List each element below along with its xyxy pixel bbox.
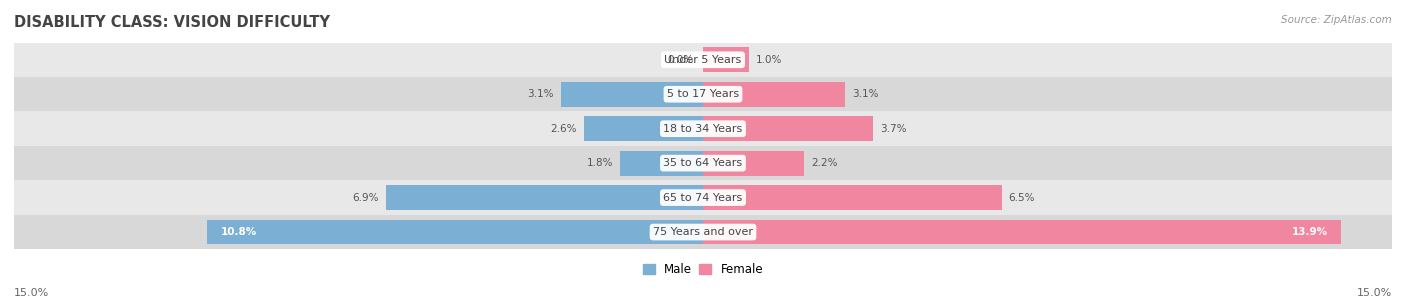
- Bar: [703, 82, 845, 107]
- Bar: [620, 151, 703, 175]
- Text: Under 5 Years: Under 5 Years: [665, 55, 741, 65]
- Bar: [387, 185, 703, 210]
- Text: 10.8%: 10.8%: [221, 227, 257, 237]
- Bar: [583, 116, 703, 141]
- Bar: [14, 77, 1392, 112]
- Legend: Male, Female: Male, Female: [638, 258, 768, 281]
- Bar: [703, 185, 1001, 210]
- Text: 3.7%: 3.7%: [880, 124, 907, 134]
- Text: 3.1%: 3.1%: [527, 89, 554, 99]
- Text: 15.0%: 15.0%: [1357, 288, 1392, 298]
- Text: 2.2%: 2.2%: [811, 158, 838, 168]
- Bar: [561, 82, 703, 107]
- Text: 6.9%: 6.9%: [353, 193, 380, 202]
- Text: 75 Years and over: 75 Years and over: [652, 227, 754, 237]
- Bar: [703, 220, 1341, 244]
- Text: 1.8%: 1.8%: [586, 158, 613, 168]
- Text: 6.5%: 6.5%: [1008, 193, 1035, 202]
- Text: 13.9%: 13.9%: [1292, 227, 1327, 237]
- Bar: [703, 116, 873, 141]
- Bar: [207, 220, 703, 244]
- Text: 2.6%: 2.6%: [550, 124, 576, 134]
- Bar: [703, 47, 749, 72]
- Text: 5 to 17 Years: 5 to 17 Years: [666, 89, 740, 99]
- Text: 18 to 34 Years: 18 to 34 Years: [664, 124, 742, 134]
- Bar: [14, 112, 1392, 146]
- Text: Source: ZipAtlas.com: Source: ZipAtlas.com: [1281, 15, 1392, 25]
- Text: 65 to 74 Years: 65 to 74 Years: [664, 193, 742, 202]
- Text: 1.0%: 1.0%: [756, 55, 782, 65]
- Bar: [14, 43, 1392, 77]
- Bar: [14, 215, 1392, 249]
- Text: DISABILITY CLASS: VISION DIFFICULTY: DISABILITY CLASS: VISION DIFFICULTY: [14, 15, 330, 30]
- Text: 35 to 64 Years: 35 to 64 Years: [664, 158, 742, 168]
- Bar: [14, 146, 1392, 180]
- Text: 3.1%: 3.1%: [852, 89, 879, 99]
- Text: 15.0%: 15.0%: [14, 288, 49, 298]
- Text: 0.0%: 0.0%: [668, 55, 693, 65]
- Bar: [14, 180, 1392, 215]
- Bar: [703, 151, 804, 175]
